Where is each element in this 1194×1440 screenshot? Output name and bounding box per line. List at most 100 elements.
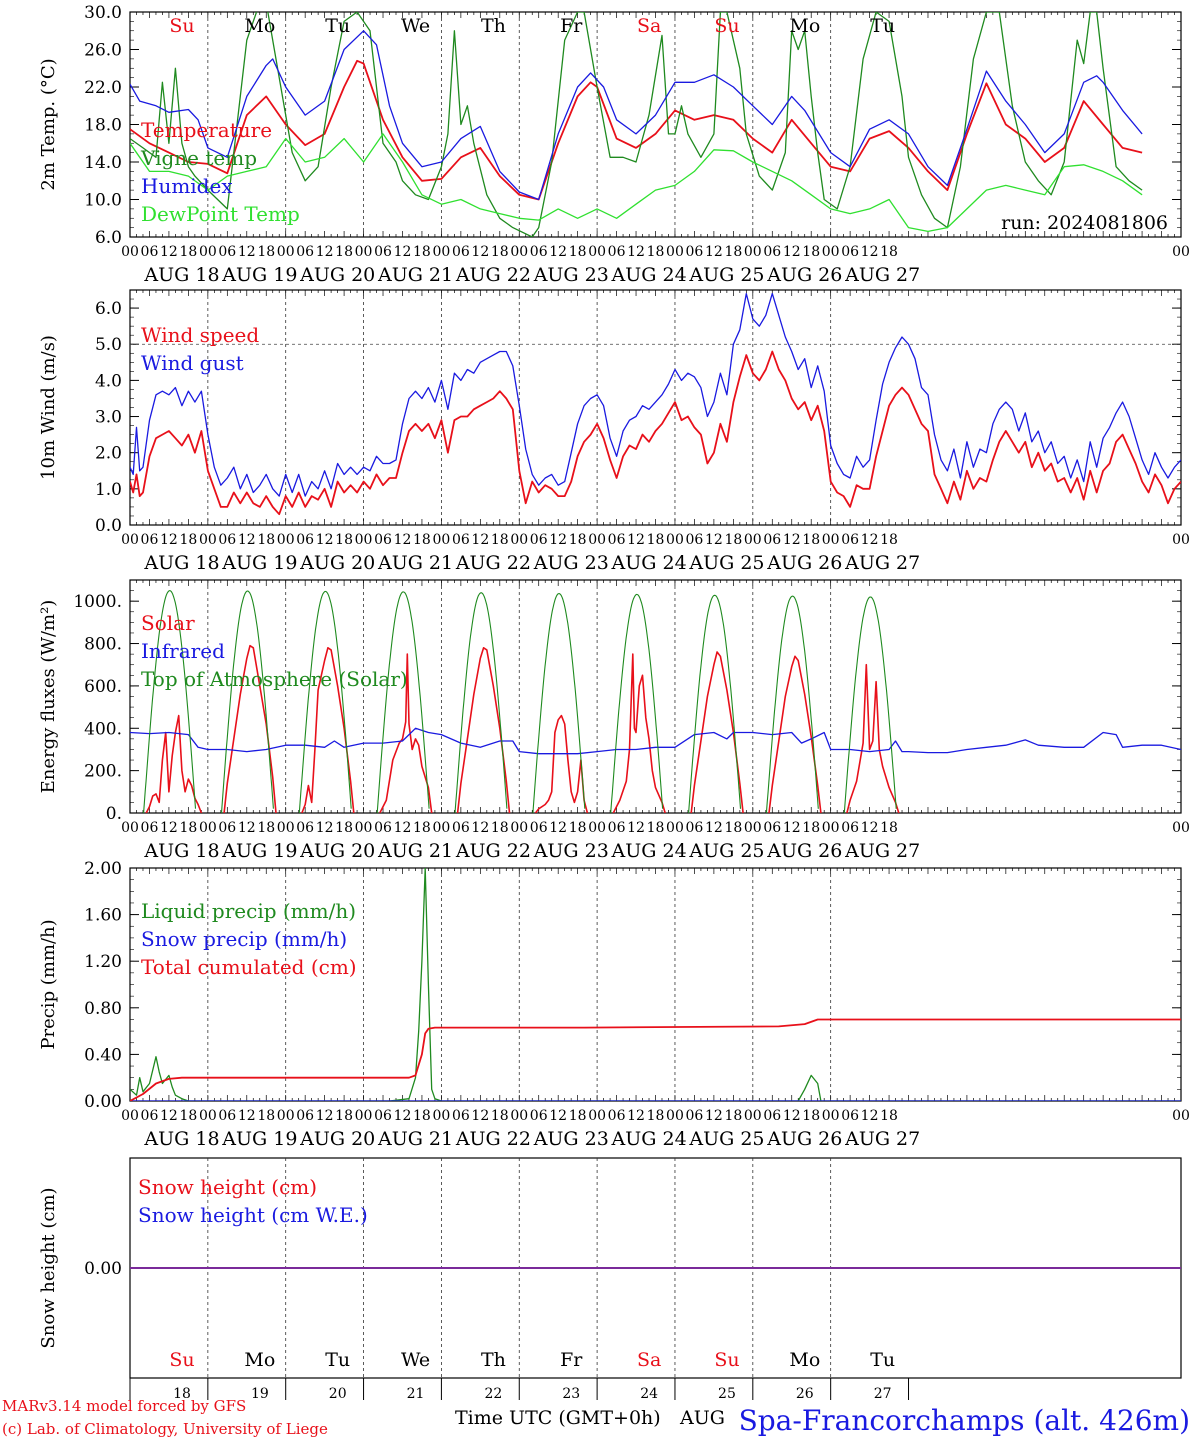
hour-label: 18: [413, 820, 431, 836]
day-date-label: AUG 24: [611, 840, 687, 862]
hour-label: 18: [880, 1108, 898, 1124]
y-axis-label: Energy fluxes (W/m²): [38, 600, 59, 794]
hour-label: 18: [257, 1108, 275, 1124]
hour-label: 06: [530, 244, 548, 260]
hour-label: 12: [160, 820, 178, 836]
panel-5: 0.00 Snow height (cm) Snow height (cm) Snow…: [38, 1157, 1182, 1379]
series-dewpoint-temp: [130, 133, 1143, 233]
day-date-label: AUG 19: [221, 264, 297, 286]
hour-label: 06: [530, 1108, 548, 1124]
day-date-label: AUG 23: [533, 552, 609, 574]
day-date-label: AUG 26: [766, 552, 842, 574]
credit-line-1: MARv3.14 model forced by GFS: [2, 1397, 246, 1415]
weekday-label-top: Mo: [789, 15, 820, 37]
hour-label: 00: [744, 244, 762, 260]
hour-label: 12: [471, 820, 489, 836]
hour-label: 06: [608, 820, 626, 836]
hour-label: 00: [121, 532, 139, 548]
hour-label: 00: [277, 532, 295, 548]
day-date-label: AUG 19: [221, 1128, 297, 1150]
day-date-label: AUG 18: [143, 264, 219, 286]
hour-label: 18: [880, 820, 898, 836]
hour-label: 18: [335, 820, 353, 836]
day-date-label: AUG 21: [377, 264, 453, 286]
hour-label: 00: [822, 1108, 840, 1124]
weekday-label-bottom: Mo: [789, 1349, 820, 1371]
day-number-label: 23: [562, 1386, 580, 1402]
hour-label: 06: [763, 244, 781, 260]
y-tick-label: 1.0: [95, 480, 122, 500]
hour-label: 00: [199, 1108, 217, 1124]
series-solar: [768, 655, 822, 813]
hour-label: 12: [861, 244, 879, 260]
hour-label: 00: [588, 244, 606, 260]
hour-label: 12: [160, 1108, 178, 1124]
series-top-of-atmosphere-solar: [376, 591, 430, 813]
hour-label: 12: [316, 532, 334, 548]
y-tick-label: 5.0: [95, 335, 122, 355]
day-date-label: AUG 21: [377, 840, 453, 862]
hour-label: 18: [880, 244, 898, 260]
weekday-label-top: Tu: [870, 15, 895, 37]
hour-label: 18: [179, 244, 197, 260]
y-tick-label: 26.0: [84, 41, 122, 61]
series-group: [130, 868, 1181, 1101]
day-date-label: AUG 25: [688, 840, 764, 862]
x-axis-label: Time UTC (GMT+0h): [455, 1407, 661, 1429]
hour-label: 18: [413, 244, 431, 260]
hour-label: 06: [452, 532, 470, 548]
y-tick-label: 6.0: [95, 228, 122, 248]
legend-entry: Snow precip (mm/h): [141, 927, 347, 951]
hour-label: 18: [335, 1108, 353, 1124]
hour-label: 00: [666, 244, 684, 260]
weekday-label-bottom: Su: [714, 1349, 739, 1371]
hour-label: 18: [802, 820, 820, 836]
y-tick-label: 14.0: [84, 153, 122, 173]
hour-label: 00: [588, 820, 606, 836]
hour-label: 12: [627, 820, 645, 836]
day-date-label: AUG 23: [533, 264, 609, 286]
hour-label: 12: [394, 532, 412, 548]
y-tick-label: 0.80: [84, 999, 122, 1019]
plot-frame: [129, 579, 1182, 814]
hour-label: 12: [861, 820, 879, 836]
hour-label: 06: [841, 1108, 859, 1124]
hour-label: 00: [277, 820, 295, 836]
series-top-of-atmosphere-solar: [454, 592, 508, 813]
hour-label: 00: [822, 532, 840, 548]
hour-label: 00: [199, 532, 217, 548]
day-date-label: AUG 22: [455, 1128, 531, 1150]
day-number-label: 27: [874, 1386, 892, 1402]
hour-label: 12: [705, 532, 723, 548]
legend-entry: Solar: [141, 611, 195, 635]
weekday-label-top: Su: [714, 15, 739, 37]
hour-label: 18: [802, 532, 820, 548]
hour-label: 18: [257, 820, 275, 836]
y-tick-label: 800.: [84, 635, 122, 655]
day-number-label: 19: [251, 1386, 269, 1402]
hour-label: 00: [432, 1108, 450, 1124]
hour-label: 00: [277, 1108, 295, 1124]
credit-line-2: (c) Lab. of Climatology, University of L…: [2, 1420, 328, 1438]
legend-entry: Vigne temp: [140, 146, 257, 170]
hour-label: 06: [218, 1108, 236, 1124]
day-date-label: AUG 18: [143, 1128, 219, 1150]
legend-entry: Wind gust: [141, 351, 244, 375]
hour-label: 12: [627, 244, 645, 260]
y-tick-label: 2.0: [95, 444, 122, 464]
day-date-label: AUG 24: [611, 552, 687, 574]
hour-label: 12: [549, 532, 567, 548]
hour-label: 12: [705, 1108, 723, 1124]
series-solar: [534, 714, 589, 813]
hour-label: 18: [647, 532, 665, 548]
legend-entry: Snow height (cm W.E.): [138, 1203, 368, 1227]
hour-label: 18: [569, 532, 587, 548]
hour-label: 12: [471, 532, 489, 548]
hour-label: 06: [374, 820, 392, 836]
y-tick-label: 10.0: [84, 191, 122, 211]
series-top-of-atmosphere-solar: [843, 596, 897, 813]
hour-label: 12: [627, 532, 645, 548]
day-number-label: 24: [640, 1386, 658, 1402]
day-number-label: 21: [407, 1386, 425, 1402]
y-tick-label: 0.: [106, 804, 122, 824]
